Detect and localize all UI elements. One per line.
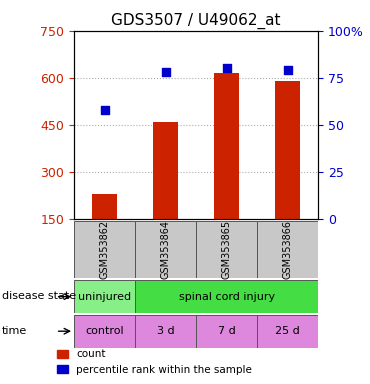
Text: GSM353864: GSM353864 (161, 220, 171, 279)
Point (223, 65, 229, 71)
Bar (214, 73, 239, 219)
Text: spinal cord injury: spinal cord injury (179, 291, 275, 302)
FancyBboxPatch shape (135, 221, 196, 278)
FancyBboxPatch shape (74, 280, 135, 313)
Bar (153, 122, 178, 219)
Point (285, 67, 291, 73)
FancyBboxPatch shape (196, 315, 257, 348)
FancyBboxPatch shape (196, 221, 257, 278)
Text: GSM353865: GSM353865 (222, 220, 232, 279)
FancyBboxPatch shape (135, 315, 196, 348)
Text: disease state: disease state (2, 291, 76, 301)
FancyBboxPatch shape (74, 221, 135, 278)
Text: control: control (85, 326, 124, 336)
FancyBboxPatch shape (74, 315, 135, 348)
Text: 7 d: 7 d (218, 326, 235, 336)
FancyBboxPatch shape (257, 221, 318, 278)
Point (101, 107, 107, 113)
FancyBboxPatch shape (257, 315, 318, 348)
Text: 3 d: 3 d (157, 326, 174, 336)
FancyBboxPatch shape (135, 280, 318, 313)
Text: GSM353866: GSM353866 (283, 220, 293, 279)
Text: time: time (2, 326, 27, 336)
Text: uninjured: uninjured (78, 291, 131, 302)
Point (163, 69, 169, 75)
Text: GSM353862: GSM353862 (100, 220, 110, 279)
Legend: count, percentile rank within the sample: count, percentile rank within the sample (53, 345, 256, 379)
Text: 25 d: 25 d (275, 326, 300, 336)
Bar (92, 194, 117, 219)
Bar (275, 81, 300, 219)
Title: GDS3507 / U49062_at: GDS3507 / U49062_at (111, 13, 281, 29)
